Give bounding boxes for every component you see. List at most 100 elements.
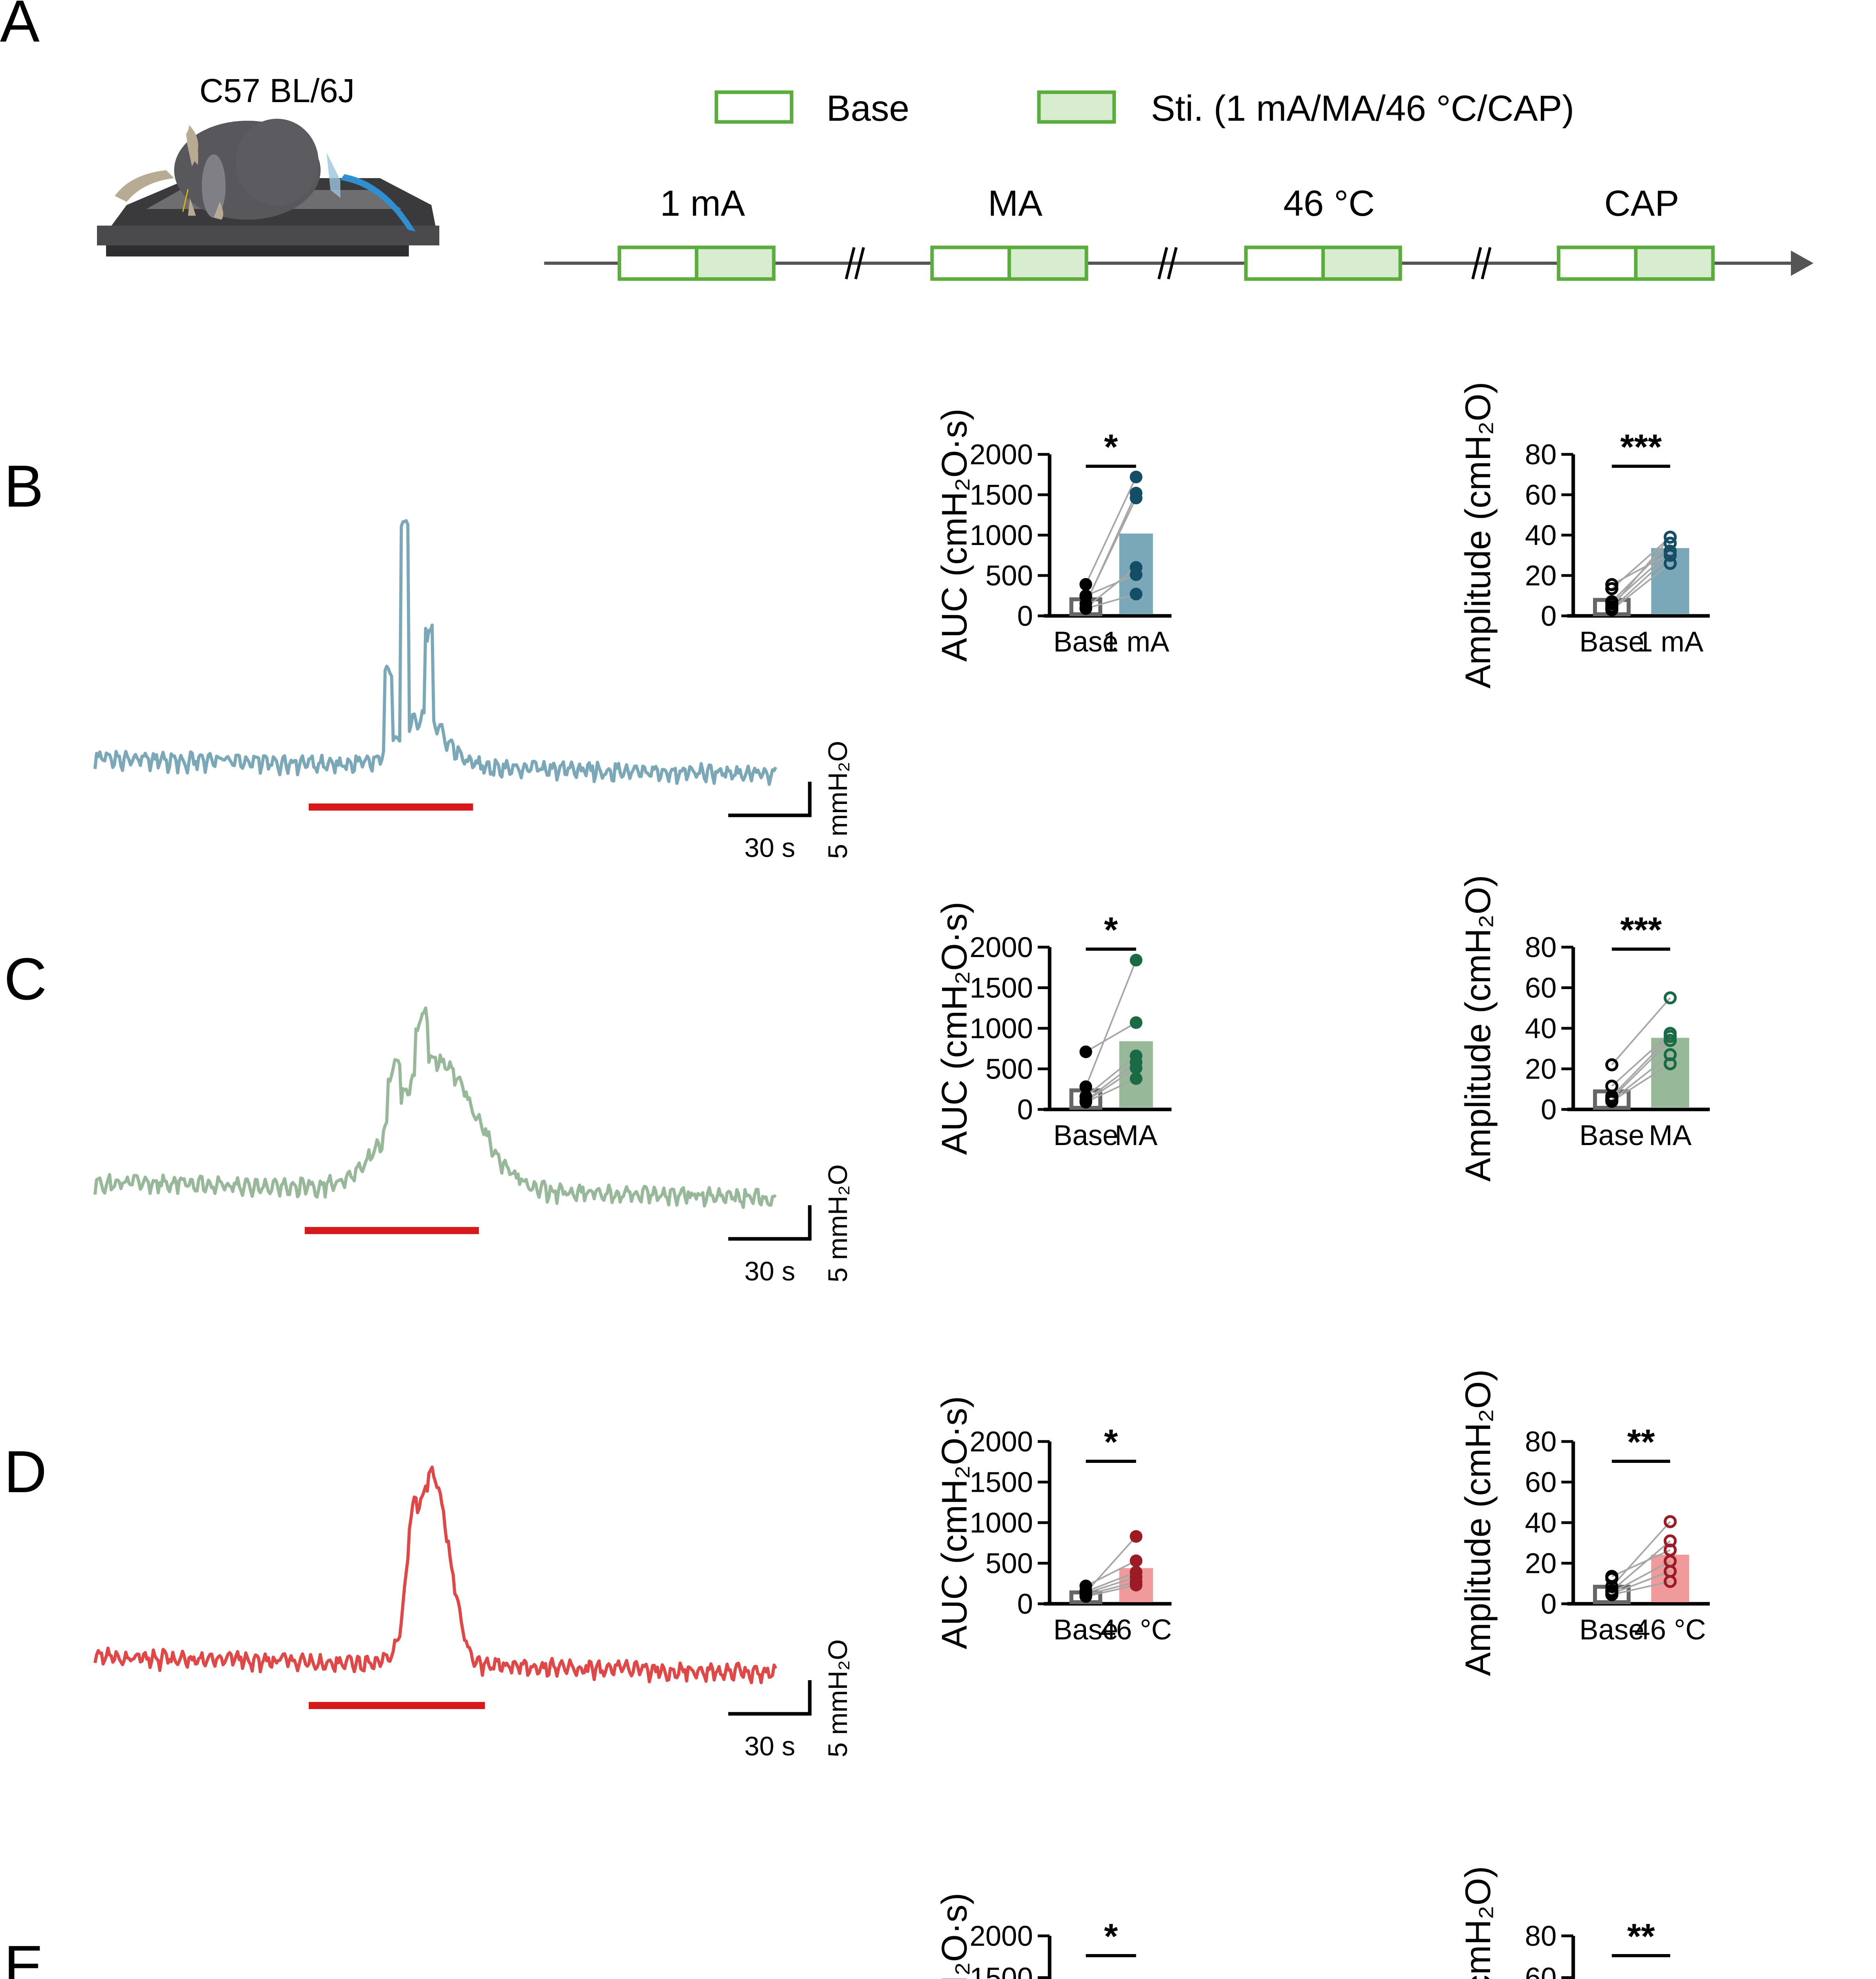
y-axis-title: Amplitude (cmH₂O) (1458, 1866, 1498, 1979)
legend-label-base: Base (826, 88, 910, 129)
paired-line (1085, 1078, 1137, 1103)
legend-swatch-base (714, 90, 794, 124)
x-category-label: Base (1053, 626, 1118, 658)
data-point-stimulus (1130, 1578, 1143, 1592)
timeline-stimulus-segment (1007, 245, 1088, 281)
data-point-base (1079, 1590, 1092, 1603)
data-point-base (1605, 1588, 1618, 1601)
stimulus-duration-bar (309, 1702, 485, 1709)
timeline-block: 1 mA (617, 183, 776, 281)
data-point-base (1079, 1045, 1092, 1058)
data-point-stimulus (1130, 1530, 1143, 1543)
panel-a-illustration: C57 BL/6J (97, 72, 439, 256)
timeline-stimulus-label: CAP (1604, 183, 1679, 224)
timeline-break-icon (845, 247, 865, 279)
trace-panel-b: 30 s 5 mmH₂O (93, 519, 853, 863)
y-tick-label: 20 (1525, 1548, 1557, 1580)
mouse-on-heating-pad-icon (97, 119, 439, 256)
y-tick-label: 20 (1525, 560, 1557, 592)
timeline-block: CAP (1557, 183, 1715, 281)
y-axis-title: Amplitude (cmH₂O) (1458, 875, 1498, 1181)
y-axis-title: AUC (cmH₂O·s) (935, 902, 974, 1155)
y-axis-title: AUC (cmH₂O·s) (935, 1893, 974, 1979)
panel-letter-c: C (4, 946, 47, 1012)
panel-a-legend: Base Sti. (1 mA/MA/46 °C/CAP) (714, 88, 1574, 129)
paired-line (1611, 1549, 1671, 1577)
y-tick-label: 80 (1525, 439, 1557, 471)
data-point-stimulus (1663, 1515, 1677, 1528)
panel-letter-d: D (4, 1438, 47, 1505)
paired-line (1611, 536, 1671, 608)
y-tick-label: 0 (1541, 1588, 1557, 1620)
timeline-break-icon (1471, 247, 1492, 279)
significance-marker: * (1104, 910, 1118, 950)
panel-letter-e: E (4, 1933, 44, 1979)
paired-line (1611, 1521, 1671, 1587)
paired-line (1611, 1033, 1671, 1087)
timeline-base-segment (930, 245, 1011, 281)
significance-marker: *** (1620, 427, 1662, 467)
y-tick-label: 1500 (970, 1962, 1033, 1979)
paired-line (1611, 1560, 1671, 1593)
paired-line (1085, 1062, 1137, 1102)
break-stroke (845, 247, 856, 279)
data-point-base (1605, 578, 1618, 591)
timeline-stimulus-segment (695, 245, 776, 281)
paired-line (1611, 562, 1671, 611)
timeline-base-segment (1244, 245, 1325, 281)
data-point-stimulus (1663, 991, 1677, 1005)
y-tick-label: 40 (1525, 1507, 1557, 1539)
paired-line (1085, 593, 1137, 610)
paired-line (1085, 1536, 1137, 1593)
paired-line (1611, 536, 1671, 589)
legend-swatch-stimulus (1037, 90, 1116, 124)
x-category-label: Base (1053, 1120, 1118, 1151)
y-tick-label: 0 (1017, 600, 1033, 632)
timeline-block: MA (930, 183, 1088, 281)
time-scale-label: 30 s (744, 833, 796, 863)
timeline-break-icon (1157, 247, 1178, 279)
strain-label: C57 BL/6J (199, 72, 355, 109)
y-tick-label: 80 (1525, 1426, 1557, 1458)
panel-a-timeline: 1 mA MA 46 °C CAP (544, 183, 1813, 281)
paired-line (1085, 1581, 1137, 1596)
paired-line (1085, 1571, 1137, 1593)
x-category-label: Base (1053, 1614, 1118, 1646)
bar-chart-c-amplitude: 0 20 40 60 80 Amplitude (cmH₂O) Base MA *** (1458, 875, 1710, 1182)
paired-line (1085, 1067, 1137, 1102)
time-scale-label: 30 s (744, 1256, 796, 1286)
timeline-stimulus-label: MA (988, 183, 1043, 224)
significance-marker: * (1104, 1917, 1118, 1956)
data-point-stimulus (1130, 1072, 1143, 1085)
x-category-label: 1 mA (1637, 626, 1703, 658)
paired-line (1611, 1571, 1671, 1595)
y-tick-label: 1500 (970, 479, 1033, 511)
paired-line (1611, 1540, 1671, 1592)
y-tick-label: 60 (1525, 972, 1557, 1004)
data-point-stimulus (1663, 549, 1677, 562)
y-tick-label: 60 (1525, 1467, 1557, 1498)
data-point-base (1605, 582, 1618, 595)
paired-line (1085, 574, 1137, 596)
y-axis-title: Amplitude (cmH₂O) (1458, 382, 1498, 688)
timeline-stimulus-label: 1 mA (660, 183, 745, 224)
trace-panel-d: 30 s 5 mmH₂O (93, 1465, 853, 1761)
timeline-arrow-icon (1791, 251, 1813, 276)
data-point-stimulus (1130, 568, 1143, 581)
significance-marker: * (1104, 1423, 1118, 1462)
paired-line (1611, 1054, 1671, 1101)
paired-line (1085, 477, 1137, 585)
bar-stimulus (1651, 1554, 1689, 1602)
timeline-stimulus-segment (1321, 245, 1402, 281)
y-tick-label: 60 (1525, 1962, 1557, 1979)
data-point-stimulus (1663, 1057, 1677, 1071)
pressure-trace-line (93, 1465, 777, 1685)
y-axis-title: AUC (cmH₂O·s) (935, 408, 974, 662)
data-point-base (1605, 1095, 1618, 1108)
x-category-label: 1 mA (1103, 626, 1169, 658)
